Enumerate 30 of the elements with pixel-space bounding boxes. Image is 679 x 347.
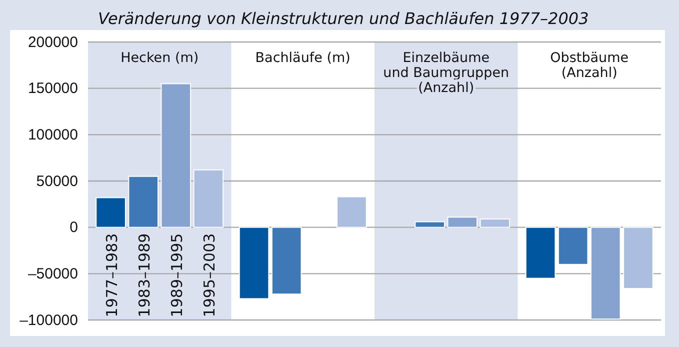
- bar: [160, 83, 192, 228]
- y-tick-label: 50000: [36, 172, 78, 190]
- text: 1989–1995: [168, 233, 186, 318]
- bar: [414, 221, 445, 228]
- x-tick-label: Einzelbäume und Baumgruppen (Anzahl): [383, 50, 510, 96]
- y-tick-label: 100000: [28, 126, 78, 144]
- y-tick-label: 200000: [28, 34, 78, 51]
- bar: [193, 169, 224, 228]
- bar: [590, 226, 621, 320]
- bar: [447, 216, 478, 228]
- y-tick-label: 0: [70, 219, 78, 236]
- x-tick-label: Bachläufe (m): [255, 50, 350, 66]
- y-tick-label: 150000: [28, 80, 78, 98]
- bar: [271, 226, 302, 295]
- bar: [96, 197, 126, 228]
- bar: [623, 226, 654, 289]
- bar: [336, 196, 367, 228]
- bar: [238, 226, 270, 300]
- text: 1995–2003: [200, 233, 218, 318]
- chart-title: Veränderung von Kleinstrukturen und Bachläufen 1977–2003: [98, 9, 589, 28]
- bar: [558, 226, 588, 265]
- text: 1983–1989: [135, 233, 154, 318]
- bar: [480, 218, 510, 228]
- y-tick-label: –50000: [28, 265, 78, 282]
- y-tick-label: –100000: [20, 312, 78, 329]
- text: 1977–1983: [102, 233, 121, 318]
- x-tick-label: Obstbäume (Anzahl): [550, 50, 629, 81]
- x-tick-label: Hecken (m): [120, 50, 199, 66]
- bar: [525, 226, 556, 279]
- bar: [128, 176, 158, 228]
